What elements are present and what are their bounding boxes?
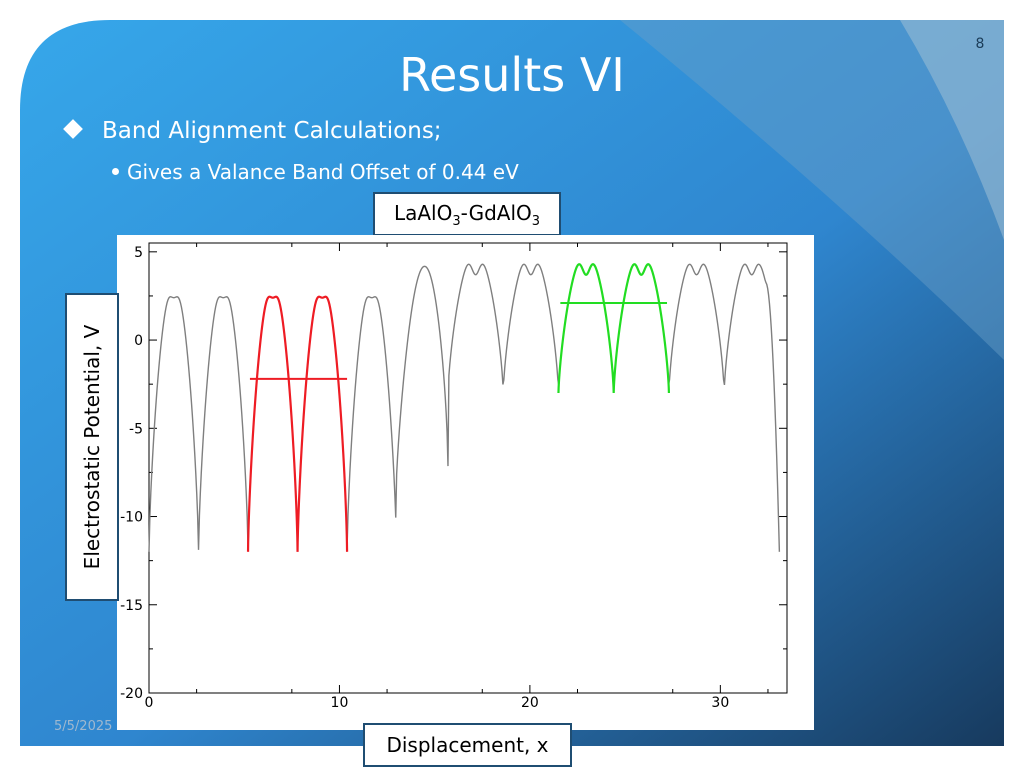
x-tick-label: 10: [331, 695, 349, 711]
series-label-box: LaAlO3-GdAlO3: [373, 192, 561, 236]
series-label-sub-2: 3: [531, 214, 541, 229]
series-line-0: [148, 263, 781, 552]
slide-number: 8: [975, 36, 985, 52]
plot-frame: [148, 242, 788, 694]
y-tick-label: 5: [134, 245, 143, 261]
axis-layer: [148, 242, 788, 694]
y-tick-label: -20: [120, 686, 143, 702]
y-tick-label: 0: [134, 333, 143, 349]
x-tick-label: 20: [521, 695, 539, 711]
series-label-sub-1: 3: [452, 214, 461, 229]
series-layer: [148, 263, 781, 552]
y-axis-label: Electrostatic Potential, V: [80, 324, 104, 570]
y-axis-label-box: Electrostatic Potential, V: [65, 293, 119, 601]
x-axis-label-box: Displacement, x: [363, 723, 572, 767]
slide-date: 5/5/2025: [54, 719, 113, 734]
diamond-bullet-icon: [63, 119, 83, 139]
x-tick-label: 0: [145, 695, 154, 711]
dot-bullet-icon: [112, 168, 119, 175]
potential-chart: 0 10 20 30 5 0 -5 -10 -15 -20: [117, 235, 814, 730]
series-line-2: [557, 263, 671, 394]
bullet-valance-offset: Gives a Valance Band Offset of 0.44 eV: [112, 160, 519, 184]
y-tick-label: -5: [129, 421, 143, 437]
y-tick-label: -15: [120, 598, 143, 614]
series-label-mid: -GdAlO: [460, 201, 532, 225]
y-tick-label: -10: [120, 510, 143, 526]
ticks-layer: 0 10 20 30 5 0 -5 -10 -15 -20: [120, 243, 787, 711]
x-axis-label: Displacement, x: [386, 733, 549, 757]
bullet-1-text: Band Alignment Calculations;: [102, 118, 442, 144]
slide-title: Results VI: [399, 48, 625, 102]
bullet-2-text: Gives a Valance Band Offset of 0.44 eV: [127, 160, 519, 184]
average-lines-layer: [249, 302, 668, 380]
series-label-base: LaAlO: [393, 201, 453, 225]
series-line-1: [246, 295, 349, 552]
x-tick-label: 30: [711, 695, 729, 711]
bullet-band-alignment: Band Alignment Calculations;: [63, 118, 442, 144]
